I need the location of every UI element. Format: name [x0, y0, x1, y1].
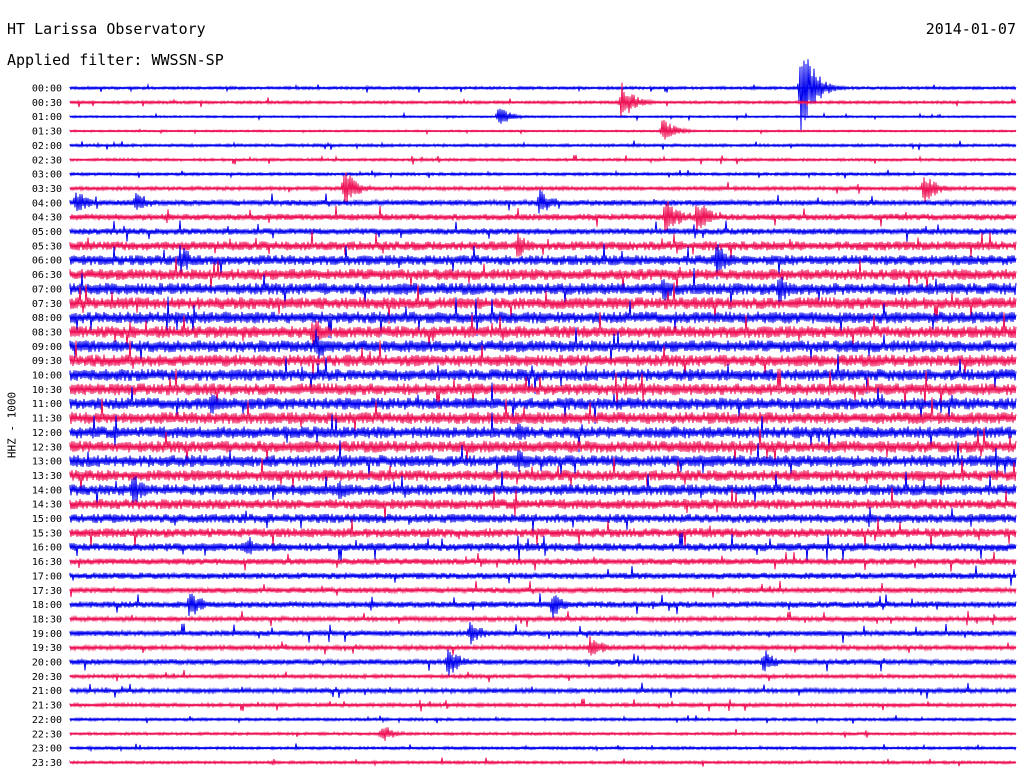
filter-label: Applied filter: WWSSN-SP: [7, 51, 224, 69]
time-tick-label: 03:30: [32, 184, 62, 195]
time-tick-label: 06:30: [32, 270, 62, 281]
seismic-trace: [69, 354, 1017, 395]
time-tick-label: 02:00: [32, 141, 62, 152]
time-tick-label: 00:30: [32, 98, 62, 109]
time-tick-label: 17:00: [32, 571, 62, 582]
seismic-trace: [69, 59, 1017, 131]
seismic-trace: [69, 397, 1017, 432]
seismic-trace: [69, 440, 1017, 480]
date-label: 2014-01-07: [925, 20, 1016, 38]
seismic-trace: [69, 532, 1017, 562]
time-tick-label: 16:00: [32, 543, 62, 554]
time-tick-label: 15:30: [32, 528, 62, 539]
seismic-trace: [69, 119, 1017, 140]
seismic-trace: [69, 743, 1017, 753]
time-tick-label: 13:00: [32, 457, 62, 468]
time-tick-label: 10:30: [32, 385, 62, 396]
seismic-trace: [69, 257, 1017, 294]
seismic-trace: [69, 487, 1017, 522]
time-tick-label: 03:00: [32, 170, 62, 181]
time-tick-label: 19:00: [32, 629, 62, 640]
time-tick-label: 12:00: [32, 428, 62, 439]
time-tick-label: 02:30: [32, 155, 62, 166]
time-tick-label: 08:30: [32, 327, 62, 338]
time-tick-label: 13:30: [32, 471, 62, 482]
page-title: HT Larissa Observatory: [7, 20, 206, 38]
time-tick-label: 11:00: [32, 399, 62, 410]
tick-label-group: 00:00 00:30 01:00 01:30 02:00 02:30 03:00 03:30…: [32, 84, 62, 769]
time-tick-label: 04:30: [32, 213, 62, 224]
time-tick-label: 05:30: [32, 241, 62, 252]
time-tick-label: 17:30: [32, 586, 62, 597]
seismic-trace: [69, 412, 1017, 453]
seismic-trace: [69, 593, 1017, 618]
seismic-trace: [69, 267, 1017, 310]
seismic-trace: [69, 427, 1017, 466]
time-tick-label: 14:30: [32, 500, 62, 511]
time-tick-label: 19:30: [32, 643, 62, 654]
seismic-trace: [69, 368, 1017, 411]
time-tick-label: 16:30: [32, 557, 62, 568]
seismic-trace: [69, 230, 1017, 259]
trace-group: [69, 59, 1017, 767]
time-tick-label: 22:00: [32, 715, 62, 726]
time-tick-label: 09:00: [32, 342, 62, 353]
seismic-trace: [69, 507, 1017, 532]
time-tick-label: 01:00: [32, 112, 62, 123]
time-tick-label: 22:30: [32, 729, 62, 740]
time-tick-label: 10:00: [32, 371, 62, 382]
seismic-trace: [69, 189, 1017, 214]
time-tick-label: 07:30: [32, 299, 62, 310]
time-tick-label: 21:00: [32, 686, 62, 697]
time-tick-label: 23:00: [32, 744, 62, 755]
time-tick-label: 23:30: [32, 758, 62, 769]
time-tick-label: 20:30: [32, 672, 62, 683]
time-tick-label: 07:00: [32, 284, 62, 295]
seismic-trace: [69, 580, 1017, 598]
time-tick-label: 18:30: [32, 614, 62, 625]
time-tick-label: 14:00: [32, 485, 62, 496]
time-tick-label: 21:30: [32, 701, 62, 712]
time-tick-label: 00:00: [32, 84, 62, 95]
seismic-trace: [69, 282, 1017, 325]
time-tick-label: 08:00: [32, 313, 62, 324]
time-tick-label: 04:00: [32, 198, 62, 209]
time-tick-label: 11:30: [32, 414, 62, 425]
time-tick-label: 15:00: [32, 514, 62, 525]
seismic-trace: [69, 382, 1017, 425]
time-tick-label: 20:00: [32, 658, 62, 669]
time-tick-label: 06:00: [32, 256, 62, 267]
time-tick-label: 05:00: [32, 227, 62, 238]
time-tick-label: 09:30: [32, 356, 62, 367]
time-tick-label: 18:00: [32, 600, 62, 611]
time-tick-label: 01:30: [32, 127, 62, 138]
seismic-trace: [69, 636, 1017, 656]
time-tick-label: 12:30: [32, 442, 62, 453]
